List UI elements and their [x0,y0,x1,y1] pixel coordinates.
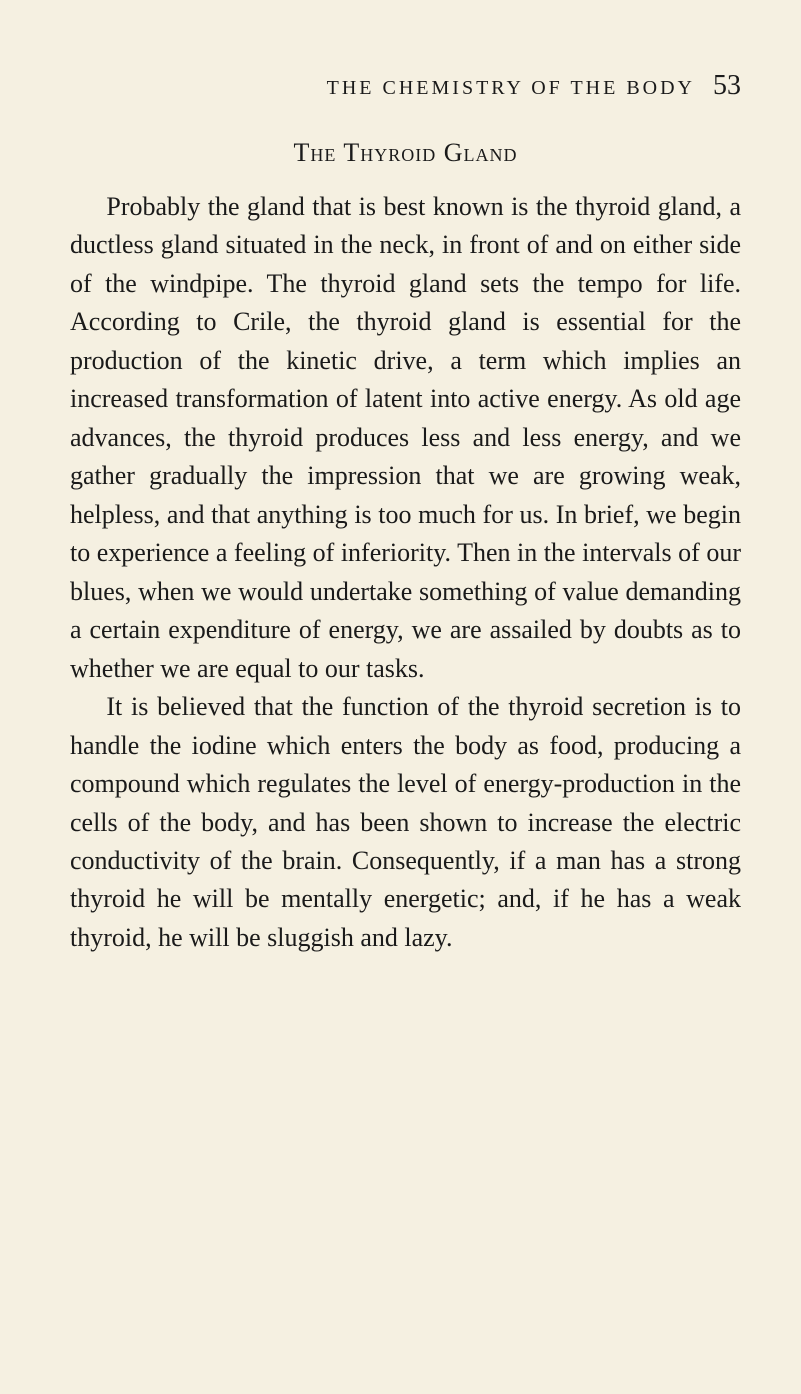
body-paragraph: Probably the gland that is best known is… [70,188,741,688]
running-header: THE CHEMISTRY OF THE BODY 53 [70,70,741,102]
body-paragraph: It is believed that the function of the … [70,688,741,957]
page-number: 53 [713,70,741,102]
running-header-text: THE CHEMISTRY OF THE BODY [327,77,695,100]
section-heading: The Thyroid Gland [70,138,741,168]
